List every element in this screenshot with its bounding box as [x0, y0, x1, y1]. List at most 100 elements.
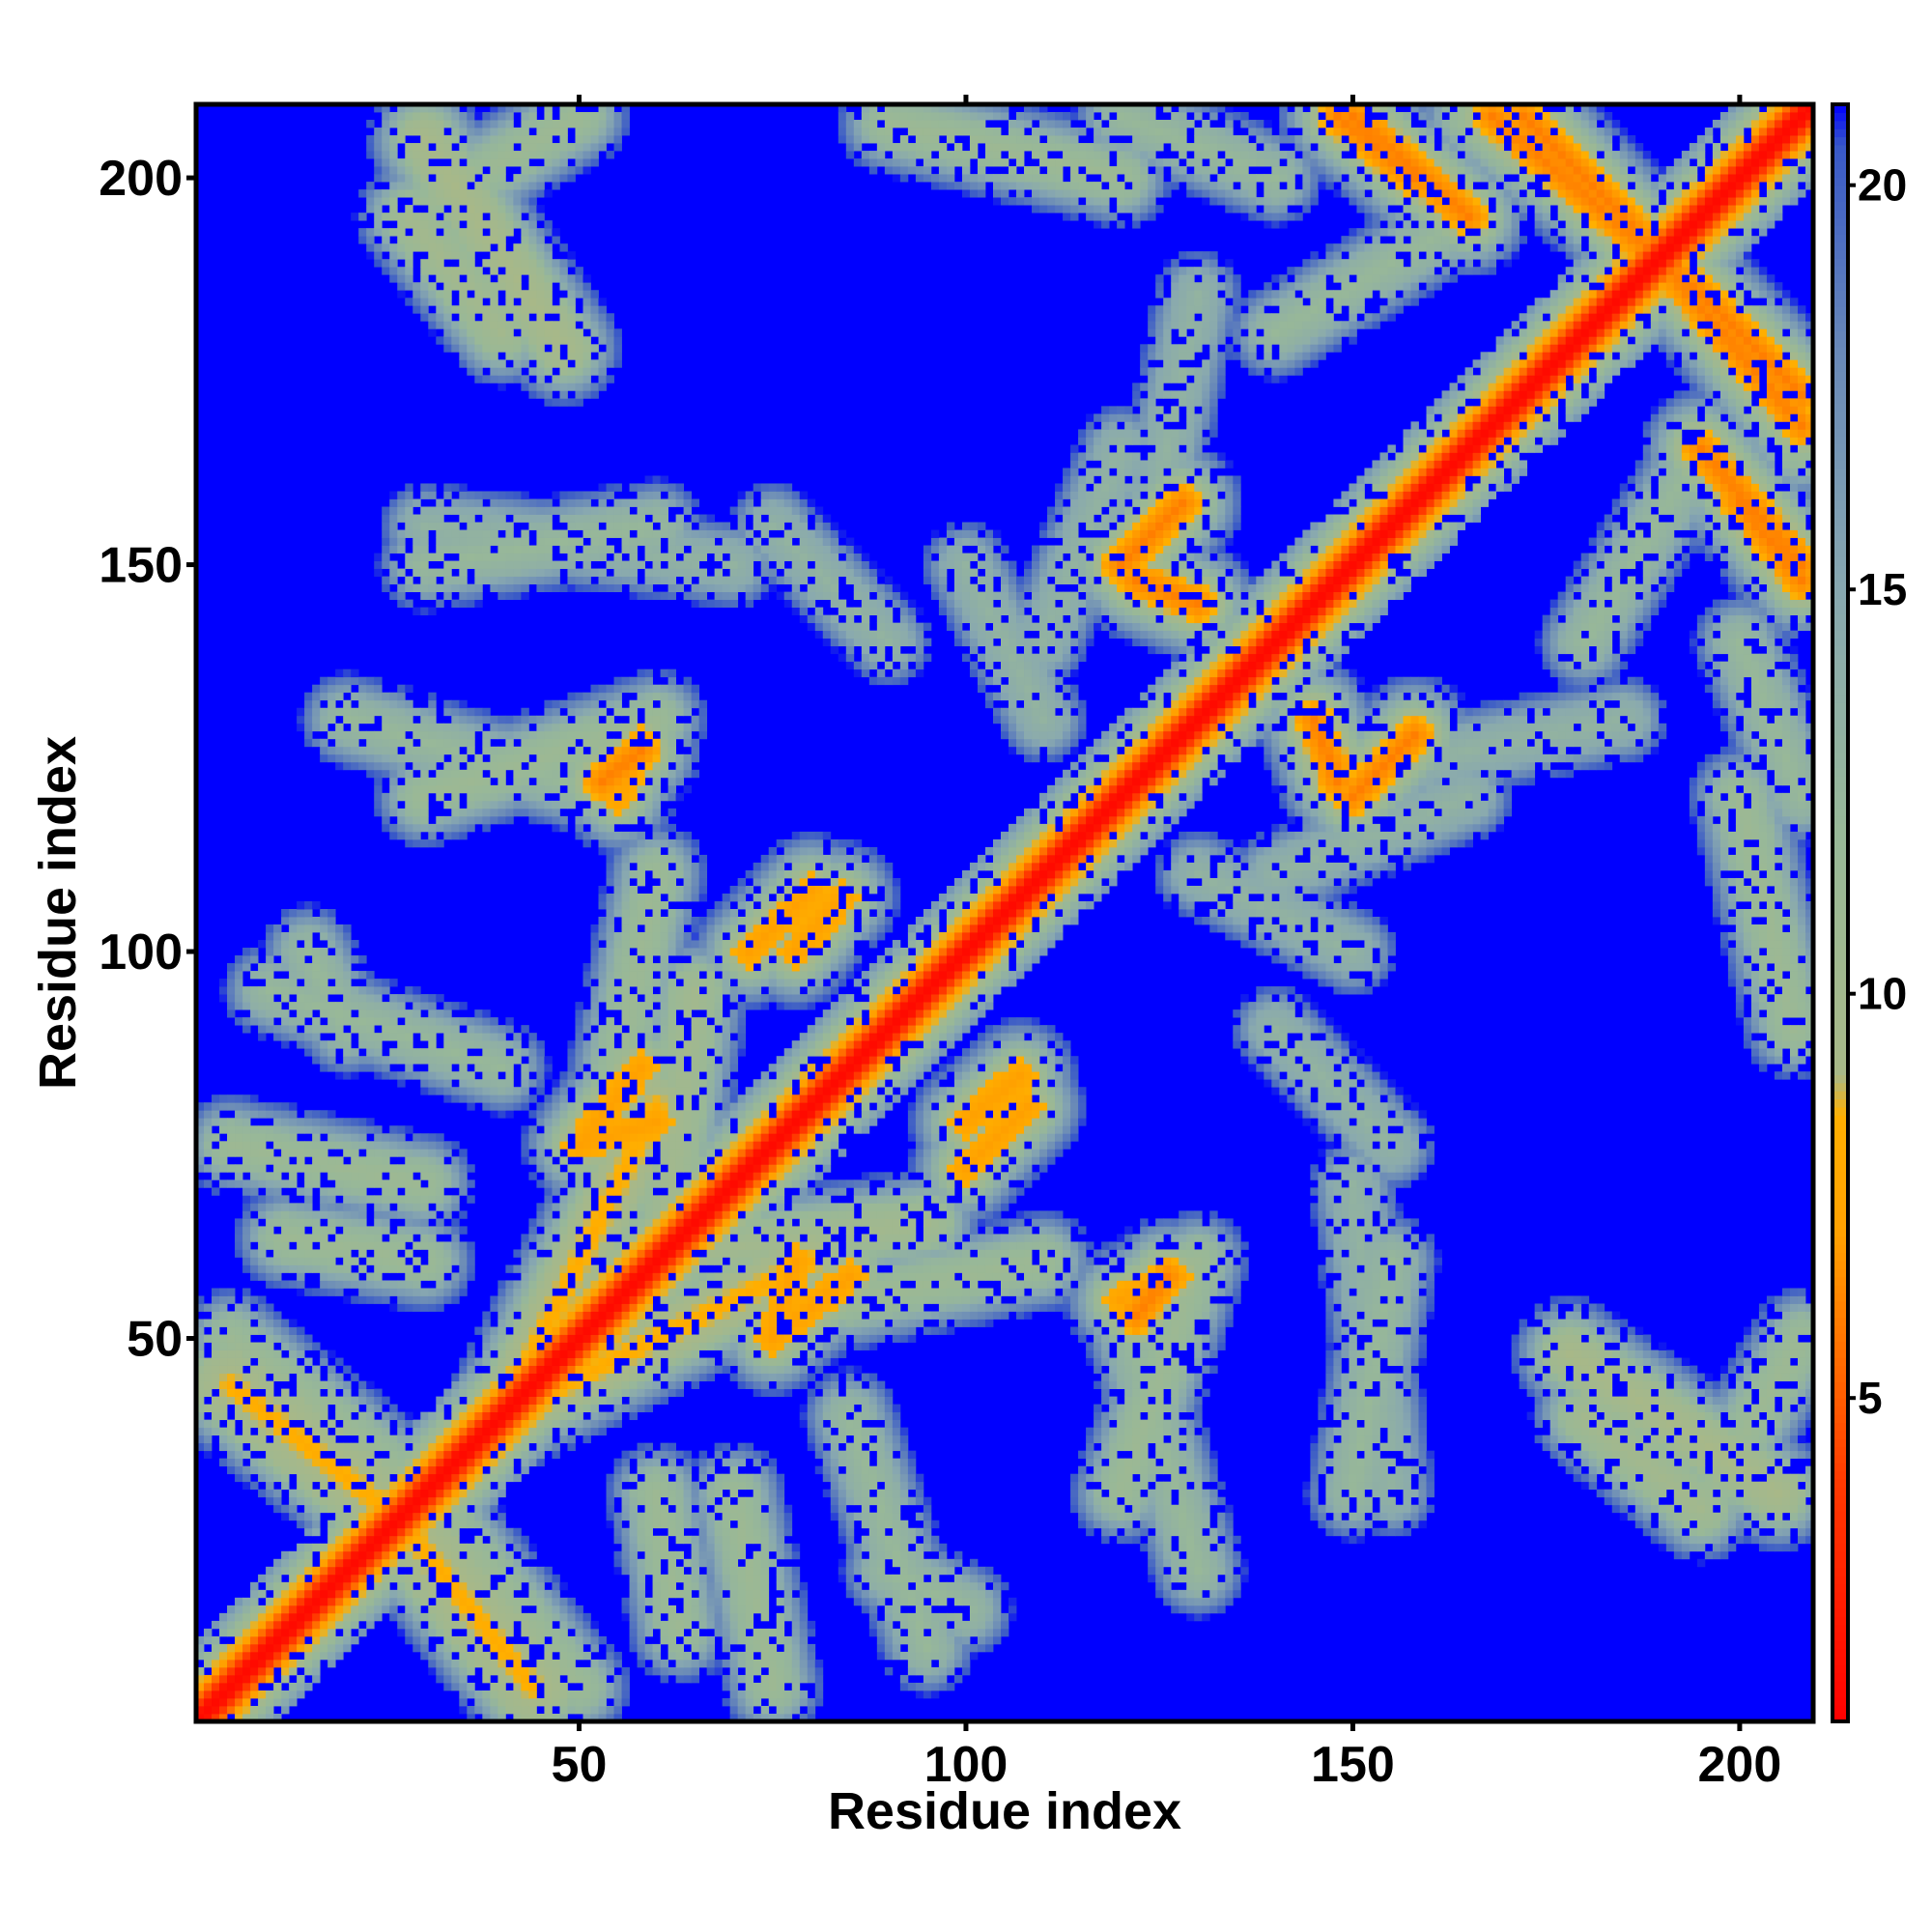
heatmap-cell — [204, 1635, 213, 1645]
heatmap-cell — [807, 1697, 816, 1707]
heatmap-cell — [382, 1605, 390, 1614]
heatmap-cell — [552, 1342, 560, 1350]
heatmap-cell — [1155, 1388, 1164, 1397]
heatmap-cell — [227, 1319, 236, 1327]
heatmap-cell — [745, 1380, 754, 1389]
heatmap-cell — [783, 1334, 793, 1343]
heatmap-cell — [776, 1357, 785, 1366]
heatmap-cell — [1696, 1504, 1706, 1514]
heatmap-cell — [969, 1303, 979, 1312]
heatmap-cell — [1209, 1581, 1218, 1591]
heatmap-cell — [320, 1581, 328, 1591]
heatmap-cell — [868, 1427, 878, 1436]
heatmap-cell — [768, 1350, 778, 1358]
heatmap-cell — [1148, 1535, 1156, 1545]
heatmap-cell — [382, 1520, 390, 1529]
heatmap-cell — [405, 1527, 413, 1537]
heatmap-cell — [1774, 1527, 1783, 1537]
heatmap-cell — [521, 1365, 529, 1374]
heatmap-cell — [1519, 1350, 1528, 1358]
heatmap-cell — [320, 1396, 328, 1406]
heatmap-cell — [258, 1628, 267, 1637]
heatmap-cell — [266, 1458, 274, 1467]
heatmap-cell — [297, 1543, 305, 1552]
heatmap-cell — [1225, 1566, 1234, 1576]
heatmap-cell — [227, 1458, 236, 1467]
heatmap-cell — [861, 1404, 870, 1413]
heatmap-cell — [505, 1342, 514, 1350]
heatmap-cell — [1179, 1388, 1187, 1397]
heatmap-cell — [915, 1303, 924, 1312]
heatmap-cell — [776, 1674, 785, 1684]
heatmap-cell — [1186, 1404, 1195, 1413]
heatmap-cell — [212, 1651, 220, 1661]
heatmap-cell — [297, 1597, 305, 1606]
heatmap-cell — [219, 1612, 228, 1622]
heatmap-cell — [644, 1373, 653, 1381]
heatmap-cell — [343, 1566, 352, 1576]
heatmap-cell — [482, 1458, 491, 1467]
heatmap-cell — [745, 1697, 754, 1707]
heatmap-cell — [992, 1597, 1002, 1606]
heatmap-cell — [1302, 1496, 1311, 1506]
heatmap-cell — [644, 1442, 653, 1452]
heatmap-cell — [861, 1473, 870, 1483]
heatmap-cell — [1155, 1435, 1164, 1444]
heatmap-cell — [714, 1605, 724, 1614]
heatmap-cell — [1101, 1419, 1110, 1429]
heatmap-cell — [451, 1489, 460, 1498]
heatmap-cell — [1611, 1435, 1621, 1444]
heatmap-cell — [428, 1612, 437, 1622]
heatmap-cell — [227, 1435, 236, 1444]
heatmap-cell — [490, 1357, 498, 1366]
heatmap-cell — [838, 1496, 847, 1506]
heatmap-cell — [320, 1435, 328, 1444]
heatmap-cell — [389, 1520, 398, 1529]
heatmap-cell — [1665, 1535, 1675, 1545]
heatmap-cell — [1379, 1388, 1388, 1397]
heatmap-cell — [1379, 1350, 1388, 1358]
heatmap-cell — [1341, 1520, 1350, 1529]
heatmap-cell — [497, 1411, 506, 1421]
heatmap-cell — [575, 1705, 583, 1715]
heatmap-cell — [196, 1697, 205, 1707]
heatmap-cell — [1665, 1365, 1675, 1374]
heatmap-cell — [528, 1357, 537, 1366]
heatmap-cell — [706, 1605, 716, 1614]
heatmap-cell — [629, 1612, 638, 1622]
heatmap-cell — [1696, 1465, 1706, 1475]
heatmap-cell — [582, 1396, 591, 1406]
heatmap-cell — [358, 1543, 367, 1552]
heatmap-cell — [544, 1419, 553, 1429]
heatmap-cell — [582, 1674, 591, 1684]
heatmap-cell — [196, 1295, 205, 1304]
heatmap-cell — [1163, 1581, 1172, 1591]
heatmap-cell — [312, 1450, 321, 1460]
heatmap-cell — [1086, 1520, 1094, 1529]
heatmap-cell — [1333, 1350, 1342, 1358]
heatmap-cell — [544, 1373, 553, 1381]
heatmap-cell — [559, 1396, 568, 1406]
heatmap-cell — [474, 1465, 483, 1475]
heatmap-cell — [297, 1342, 305, 1350]
heatmap-cell — [320, 1643, 328, 1653]
heatmap-cell — [1650, 1489, 1660, 1498]
heatmap-cell — [1781, 1404, 1791, 1413]
heatmap-cell — [861, 1504, 870, 1514]
heatmap-cell — [482, 1388, 491, 1397]
heatmap-cell — [497, 1635, 506, 1645]
heatmap-cell — [474, 1558, 483, 1568]
heatmap-cell — [374, 1612, 383, 1622]
heatmap-cell — [521, 1442, 529, 1452]
heatmap-cell — [273, 1504, 282, 1514]
heatmap-cell — [273, 1489, 282, 1498]
heatmap-cell — [536, 1435, 545, 1444]
heatmap-cell — [219, 1458, 228, 1467]
heatmap-cell — [953, 1651, 963, 1661]
heatmap-cell — [1186, 1396, 1195, 1406]
heatmap-cell — [899, 1311, 909, 1320]
heatmap-cell — [467, 1659, 475, 1668]
heatmap-cell — [1325, 1326, 1334, 1335]
heatmap-cell — [1356, 1326, 1365, 1335]
heatmap-cell — [1333, 1365, 1342, 1374]
